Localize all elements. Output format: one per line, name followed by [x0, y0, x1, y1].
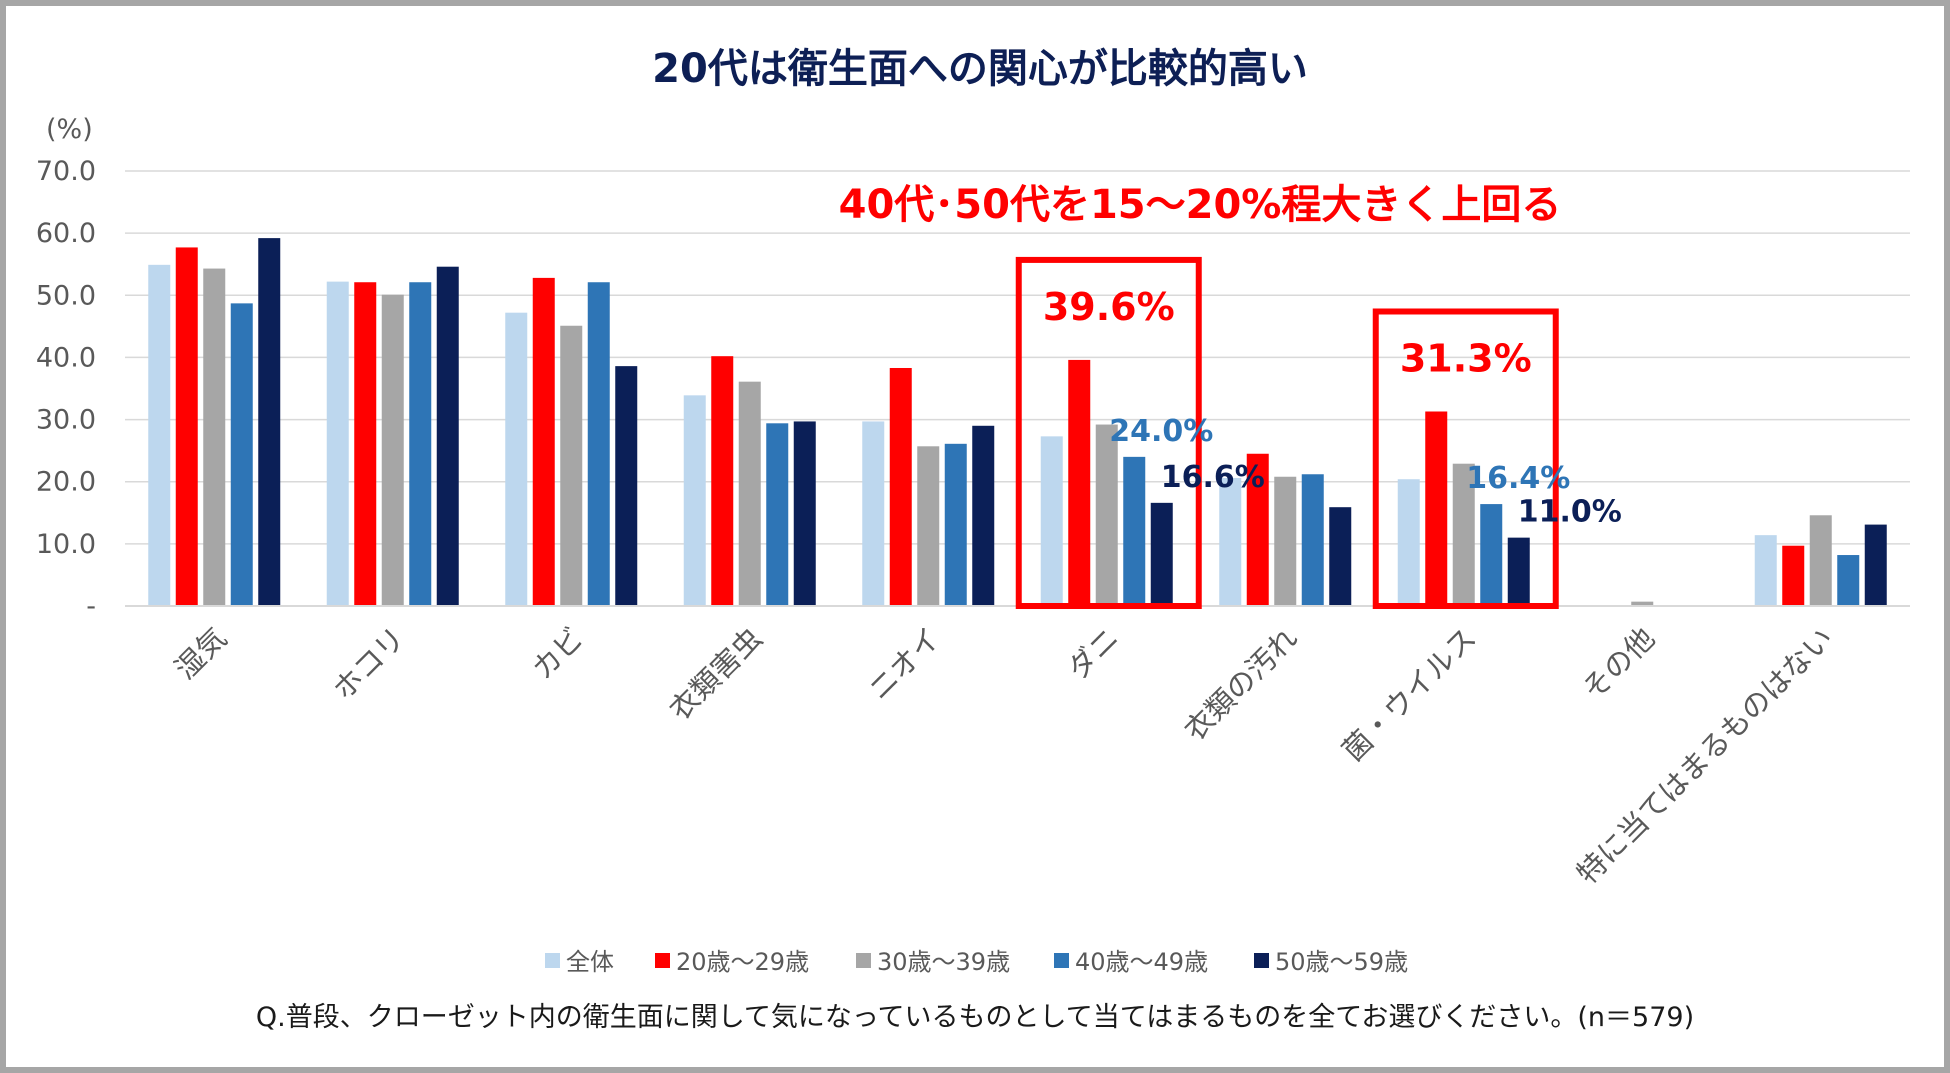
bar [436, 266, 459, 606]
data-label: 31.3% [1400, 336, 1532, 380]
bar [1452, 463, 1475, 606]
y-tick-label: - [86, 591, 96, 622]
legend-label: 30歳～39歳 [877, 948, 1010, 976]
category-label: その他 [1576, 621, 1662, 707]
legend-swatch [1254, 953, 1269, 968]
category-label: ダニ [1061, 621, 1126, 686]
y-axis-unit: (%) [46, 114, 93, 145]
y-tick-label: 60.0 [36, 218, 96, 249]
bar [175, 247, 198, 606]
bar [1480, 504, 1503, 606]
y-tick-label: 20.0 [36, 467, 96, 498]
bar [1123, 456, 1146, 606]
bar [326, 281, 349, 606]
category-label: ニオイ [862, 621, 948, 707]
highlight-boxes: 39.6% 24.0% 16.6% 31.3% 16.4%11.0% [1015, 256, 1622, 609]
data-label: 39.6% [1043, 285, 1175, 329]
bar [1837, 555, 1860, 606]
chart-title: 20代は衛生面への関心が比較的高い [652, 46, 1308, 92]
legend-swatch [856, 953, 871, 968]
legend-label: 50歳～59歳 [1275, 948, 1408, 976]
category-label: 湿気 [168, 621, 233, 686]
bar [505, 312, 528, 606]
bar [1040, 436, 1063, 606]
legend-label: 20歳～29歳 [676, 948, 809, 976]
bar [1246, 453, 1269, 606]
bar [1782, 545, 1805, 606]
bar [889, 367, 912, 606]
survey-question-note: Q.普段、クローゼット内の衛生面に関して気になっているものとして当てはまるものを… [256, 1002, 1694, 1033]
bar [381, 294, 404, 606]
bar [1329, 507, 1352, 606]
bar [944, 443, 967, 606]
legend-label: 40歳～49歳 [1075, 948, 1208, 976]
bar [1301, 474, 1324, 606]
legend: 全体 20歳～29歳 30歳～39歳 40歳～49歳 50歳～59歳 [545, 948, 1408, 976]
category-label: 衣類害虫 [663, 621, 769, 727]
bar [1095, 424, 1118, 606]
y-tick-label: 70.0 [36, 156, 96, 187]
x-axis-categories: 湿気 ホコリ カビ 衣類害虫 ニオイ ダニ 衣類の汚れ 菌・ウイルス その他特に当てはまるものは… [168, 621, 1840, 891]
category-label: ホコリ [326, 621, 412, 707]
y-axis-ticks: - 10.0 20.0 30.0 40.0 50.0 60.0 70.0 [36, 156, 96, 622]
category-label: カビ [525, 621, 590, 686]
y-tick-label: 30.0 [36, 405, 96, 436]
bar [1068, 359, 1091, 606]
bar [148, 264, 171, 606]
bar [711, 356, 734, 606]
highlight-box [1015, 256, 1202, 609]
bar [917, 446, 940, 606]
bar [862, 421, 885, 606]
bar [1219, 477, 1242, 606]
category-label: 菌・ウイルス [1336, 621, 1483, 768]
bar [560, 325, 583, 606]
bar [354, 282, 377, 606]
data-label: 24.0% [1109, 414, 1213, 449]
data-label: 11.0% [1518, 495, 1622, 530]
bar [1507, 537, 1530, 606]
bar [1631, 601, 1654, 606]
headline-annotation: 40代･50代を15～20%程大きく上回る [839, 182, 1562, 228]
bar [1864, 524, 1887, 606]
bar [1809, 515, 1832, 606]
highlight-box [1372, 308, 1559, 609]
y-tick-label: 40.0 [36, 342, 96, 373]
bar [203, 268, 226, 606]
legend-swatch [655, 953, 670, 968]
legend-label: 全体 [566, 948, 614, 976]
bar [587, 282, 610, 606]
bar [1274, 476, 1297, 606]
bar [1425, 411, 1448, 606]
y-tick-label: 50.0 [36, 280, 96, 311]
data-label: 16.6% [1161, 460, 1265, 495]
bar [1397, 479, 1420, 606]
bar [532, 277, 555, 606]
bar [1754, 535, 1777, 606]
legend-swatch [545, 953, 560, 968]
bar [683, 395, 706, 606]
bar [793, 421, 816, 606]
y-tick-label: 10.0 [36, 529, 96, 560]
bars [148, 238, 1887, 606]
bar [1150, 502, 1173, 606]
bar [738, 381, 761, 606]
bar [766, 423, 789, 606]
bar [258, 238, 281, 606]
bar [409, 282, 432, 606]
category-label: 衣類の汚れ [1178, 621, 1305, 748]
legend-swatch [1054, 953, 1069, 968]
bar [972, 425, 995, 606]
bar [230, 303, 253, 606]
bar [615, 366, 638, 606]
data-label: 16.4% [1466, 461, 1570, 496]
